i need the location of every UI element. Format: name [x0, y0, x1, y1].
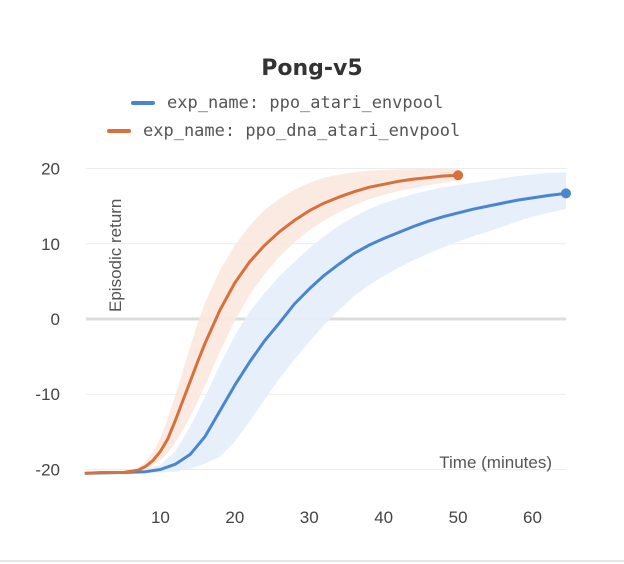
endpoint-ppo-dna-atari-envpool: [453, 170, 464, 181]
line-ppo-atari-envpool: [84, 191, 568, 475]
x-tick-label-3: 40: [374, 508, 393, 527]
y-tick-label-0: 20: [41, 160, 60, 179]
legend-label-ppo-dna-atari-envpool: exp_name: ppo_dna_atari_envpool: [143, 121, 461, 141]
legend-swatch-ppo-dna-atari-envpool: [107, 129, 131, 133]
x-tick-label-4: 50: [449, 508, 468, 527]
x-tick-label-0: 10: [151, 508, 170, 527]
series-endpoints: [453, 170, 571, 199]
y-axis-ticks: 20 10 0 -10 -20: [35, 160, 60, 480]
y-axis-label: Episodic return: [106, 199, 125, 312]
confidence-bands: [86, 168, 566, 475]
legend-item-ppo-atari-envpool[interactable]: exp_name: ppo_atari_envpool: [131, 93, 443, 113]
panel-bottom-border: [0, 560, 624, 562]
legend-swatch-ppo-atari-envpool: [131, 101, 155, 105]
series-lines: [84, 173, 568, 475]
band-ppo-atari-envpool: [86, 172, 566, 475]
y-tick-label-3: -10: [35, 385, 60, 404]
band-ppo-dna-atari-envpool: [86, 168, 459, 474]
y-tick-label-1: 10: [41, 235, 60, 254]
x-axis-label: Time (minutes): [439, 453, 552, 472]
endpoint-ppo-atari-envpool: [561, 188, 571, 199]
y-tick-label-2: 0: [51, 310, 60, 329]
x-axis-ticks: 10 20 30 40 50 60: [151, 508, 542, 527]
legend-label-ppo-atari-envpool: exp_name: ppo_atari_envpool: [167, 93, 444, 113]
x-tick-label-1: 20: [225, 508, 244, 527]
y-tick-label-4: -20: [35, 460, 60, 479]
chart-title: Pong-v5: [261, 56, 363, 81]
x-tick-label-2: 30: [300, 508, 319, 527]
x-tick-label-5: 60: [523, 508, 542, 527]
line-ppo-dna-atari-envpool: [84, 173, 460, 475]
legend-item-ppo-dna-atari-envpool[interactable]: exp_name: ppo_dna_atari_envpool: [107, 121, 460, 141]
